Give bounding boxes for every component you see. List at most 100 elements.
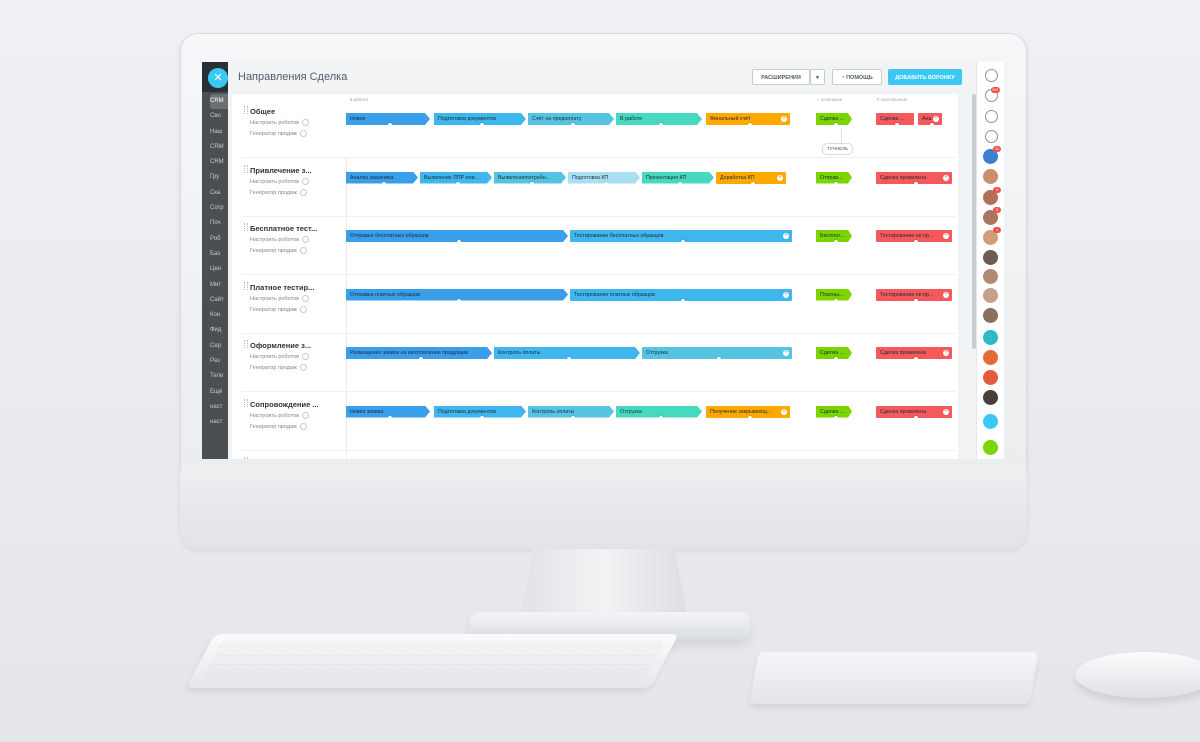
stage-chip[interactable]: Контроль оплаты	[494, 347, 640, 359]
sidebar-item[interactable]: Сво	[210, 113, 221, 120]
help-button[interactable]: ◔ ПОМОЩЬ	[832, 69, 882, 85]
sidebar-item[interactable]: Ещё	[210, 388, 223, 395]
sidebar-item[interactable]: Поч	[210, 220, 221, 227]
help-icon[interactable]	[299, 305, 307, 313]
add-stage-icon[interactable]: +	[781, 408, 787, 415]
sidebar-item[interactable]: Ска	[210, 189, 221, 196]
stage-chip[interactable]: Тестирование бесплатных образцов +	[570, 230, 792, 242]
phone-icon[interactable]	[983, 330, 998, 345]
stage-chip[interactable]: Выявление ЛПР или...	[420, 172, 492, 184]
sidebar-item[interactable]: Гру	[210, 174, 220, 181]
stage-chip[interactable]: Презентация КП	[642, 172, 714, 184]
success-stage-chip[interactable]: Сделка ...	[816, 347, 852, 359]
stage-chip[interactable]: Отгрузка +	[642, 347, 792, 359]
sidebar-item[interactable]: CRM	[210, 94, 228, 110]
add-stage-icon[interactable]: +	[943, 350, 949, 356]
sidebar-item[interactable]: Раз	[210, 358, 220, 365]
sidebar-item[interactable]: Роб	[210, 235, 221, 242]
failed-stage-chip[interactable]: Сделка провалена +	[876, 347, 952, 359]
drag-handle-icon[interactable]	[244, 223, 248, 231]
stage-chip[interactable]: Новая заявка	[346, 406, 430, 418]
stage-chip[interactable]: Анализ заказчика	[346, 172, 418, 184]
add-stage-icon[interactable]: +	[933, 116, 939, 122]
pipeline-name[interactable]: Общее	[250, 107, 276, 116]
add-stage-icon[interactable]: +	[781, 116, 787, 122]
add-stage-icon[interactable]: +	[783, 233, 789, 239]
help-icon[interactable]	[302, 294, 310, 302]
stage-chip[interactable]: Подготовка документов	[434, 406, 526, 418]
add-stage-icon[interactable]: +	[783, 291, 789, 298]
stage-chip[interactable]: Новое	[346, 113, 430, 125]
sidebar-item[interactable]: Сайт	[210, 296, 224, 303]
add-stage-icon[interactable]: +	[943, 408, 949, 415]
sidebar-item[interactable]: Теле	[210, 373, 224, 380]
extensions-button[interactable]: РАСШИРЕНИЯ	[752, 69, 810, 85]
failed-stage-chip[interactable]: Тестирование не пр... +	[876, 230, 952, 242]
stage-chip[interactable]: Отправка платных образцов	[346, 289, 568, 301]
avatar-icon[interactable]	[983, 390, 998, 405]
avatar-icon[interactable]	[983, 269, 998, 284]
chat-icon[interactable]: 11	[983, 146, 1001, 164]
stage-chip[interactable]: Контроль оплаты	[528, 406, 614, 418]
sales-generator-link[interactable]: Генератор продаж	[250, 188, 307, 196]
stage-chip[interactable]: Отгрузка	[616, 406, 702, 418]
configure-robots-link[interactable]: Настроить роботов	[250, 353, 310, 360]
configure-robots-link[interactable]: Настроить роботов	[250, 411, 310, 419]
success-stage-chip[interactable]: Платны...	[816, 289, 852, 301]
help-icon[interactable]	[299, 247, 307, 254]
search-icon[interactable]	[985, 130, 998, 143]
sidebar-item[interactable]: CRM	[210, 159, 224, 166]
success-stage-chip[interactable]: Сделка ...	[816, 406, 852, 418]
help-icon[interactable]	[302, 236, 310, 243]
sales-generator-link[interactable]: Генератор продаж	[250, 247, 307, 254]
stage-chip[interactable]: Размещение заявок на изготовление продук…	[346, 347, 492, 359]
sidebar-item[interactable]: Сер	[210, 342, 222, 349]
drag-handle-icon[interactable]	[244, 398, 248, 407]
drag-handle-icon[interactable]	[244, 281, 248, 290]
help-icon[interactable]	[299, 188, 307, 196]
avatar-icon[interactable]	[983, 370, 998, 385]
stage-chip[interactable]: Доработка КП +	[716, 171, 786, 184]
avatar-icon[interactable]: 5	[983, 187, 1001, 205]
scrollbar-thumb[interactable]	[972, 94, 976, 349]
sidebar-item[interactable]: Баз	[210, 250, 220, 257]
avatar-icon[interactable]	[983, 308, 998, 323]
add-stage-icon[interactable]: +	[943, 174, 949, 181]
configure-robots-link[interactable]: Настроить роботов	[250, 119, 310, 126]
close-icon[interactable]: ✕	[208, 68, 228, 88]
success-stage-chip[interactable]: Отправ...	[816, 172, 852, 184]
success-stage-chip[interactable]: Сделка ...	[816, 113, 852, 125]
help-icon[interactable]	[302, 411, 310, 419]
configure-robots-link[interactable]: Настроить роботов	[250, 236, 310, 243]
stage-chip[interactable]: Финальный счёт +	[706, 113, 790, 125]
avatar-icon[interactable]: 1	[983, 227, 1001, 245]
bell-icon[interactable]: 99+	[985, 87, 1000, 102]
help-icon[interactable]	[302, 353, 310, 360]
stage-chip[interactable]: Получение закрывающ... +	[706, 405, 790, 418]
pipeline-name[interactable]: Оформление з...	[250, 341, 312, 350]
pipeline-name[interactable]: Восстановление ...	[250, 458, 320, 459]
stage-chip[interactable]: Тестирование платных образцов +	[570, 288, 792, 301]
transfer-icon[interactable]	[983, 414, 998, 429]
pipeline-name[interactable]: Бесплатное тест...	[250, 224, 318, 233]
help-icon[interactable]	[302, 177, 310, 185]
help-icon[interactable]	[299, 422, 307, 430]
sidebar-item[interactable]: Цен	[210, 266, 222, 273]
help-icon[interactable]	[985, 69, 998, 82]
sidebar-item[interactable]: Сотр	[210, 205, 224, 212]
stage-chip[interactable]: Подготовка КП	[568, 172, 640, 184]
add-stage-icon[interactable]: +	[777, 174, 783, 181]
help-icon[interactable]	[299, 130, 307, 137]
failed-stage-chip[interactable]: Сделка ...	[876, 113, 914, 125]
pipeline-name[interactable]: Сопровождение ...	[250, 399, 319, 409]
stage-chip[interactable]: Подготовка документов	[434, 113, 526, 125]
clock-icon[interactable]	[985, 110, 998, 123]
help-icon[interactable]	[299, 364, 307, 371]
avatar-icon[interactable]: 3	[983, 207, 1001, 225]
add-funnel-button[interactable]: ДОБАВИТЬ ВОРОНКУ	[888, 69, 962, 85]
failed-stage-chip[interactable]: Ана... +	[918, 113, 942, 125]
sidebar-item[interactable]: наст	[210, 403, 223, 410]
failed-stage-chip[interactable]: Тестирование не пр... +	[876, 288, 952, 301]
drag-handle-icon[interactable]	[244, 457, 248, 459]
pipeline-name[interactable]: Привлечение з...	[250, 165, 312, 175]
